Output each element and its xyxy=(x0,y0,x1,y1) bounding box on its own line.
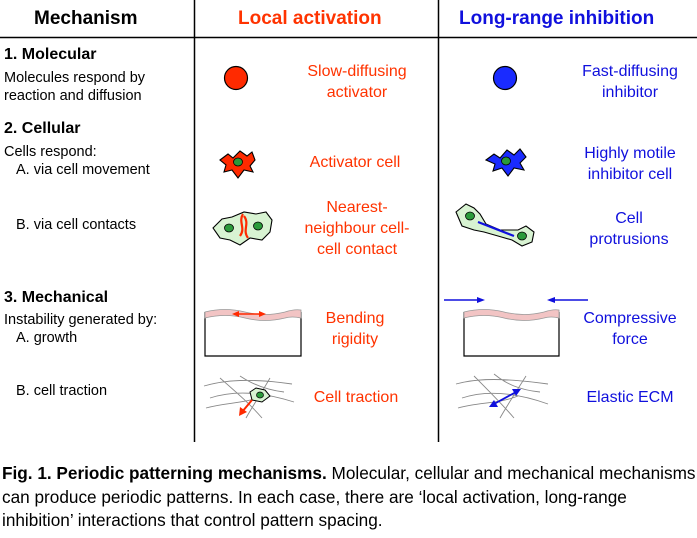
bending-rigidity-icon xyxy=(204,309,302,357)
label-line: rigidity xyxy=(331,331,379,348)
cellular-desc: Cells respond: xyxy=(4,144,97,160)
fast-diffusing-inhibitor-label: Fast-diffusing inhibitor xyxy=(555,61,697,103)
label-line: activator xyxy=(326,84,388,101)
molecular-desc-line1: Molecules respond by xyxy=(4,70,146,86)
slow-diffusing-activator-label: Slow-diffusing activator xyxy=(282,61,432,103)
compressive-force-icon xyxy=(444,297,588,357)
label-line: Nearest- xyxy=(326,199,388,216)
molecular-title: 1. Molecular xyxy=(4,46,97,63)
cellular-title: 2. Cellular xyxy=(4,120,81,137)
label-line: Slow-diffusing xyxy=(307,63,407,80)
label-line: inhibitor cell xyxy=(587,166,673,183)
elastic-ecm-label: Elastic ECM xyxy=(586,389,674,406)
header-local-activation: Local activation xyxy=(238,8,382,29)
highly-motile-inhibitor-cell-label: Highly motile inhibitor cell xyxy=(555,143,697,185)
contact-cells-icon xyxy=(212,211,273,246)
label-line: Compressive xyxy=(583,310,677,327)
mechanical-desc-a: A. growth xyxy=(16,330,78,346)
nearest-neighbour-contact-label: Nearest- neighbour cell- cell contact xyxy=(290,197,424,260)
cellular-desc-a: A. via cell movement xyxy=(16,162,150,178)
label-line: Bending xyxy=(325,310,385,327)
activator-molecule-icon xyxy=(223,65,249,91)
label-line: inhibitor xyxy=(601,84,659,101)
label-line: cell contact xyxy=(316,241,398,258)
header-mechanism: Mechanism xyxy=(34,8,138,29)
label-line: Cell xyxy=(615,210,643,227)
activator-cell-icon xyxy=(219,150,256,179)
label-line: Fast-diffusing xyxy=(582,63,678,80)
compressive-force-label: Compressive force xyxy=(570,308,690,350)
mechanical-desc-b: B. cell traction xyxy=(16,383,108,399)
activator-cell-label: Activator cell xyxy=(309,154,401,171)
elastic-ecm-icon xyxy=(455,373,549,419)
label-line: Highly motile xyxy=(584,145,676,162)
molecular-desc-line2: reaction and diffusion xyxy=(4,88,142,104)
bending-rigidity-label: Bending rigidity xyxy=(300,308,410,350)
caption-title: Fig. 1. Periodic patterning mechanisms. xyxy=(2,463,327,483)
cell-traction-label: Cell traction xyxy=(313,389,399,406)
mechanical-desc: Instability generated by: xyxy=(4,312,158,328)
inhibitor-cell-icon xyxy=(484,148,527,177)
mechanical-title: 3. Mechanical xyxy=(4,289,109,306)
header-long-range-inhibition: Long-range inhibition xyxy=(459,8,655,29)
cell-traction-icon xyxy=(203,375,295,419)
label-line: neighbour cell- xyxy=(304,220,410,237)
label-line: protrusions xyxy=(589,231,669,248)
protrusion-cells-icon xyxy=(455,203,535,247)
figure-caption: Fig. 1. Periodic patterning mechanisms. … xyxy=(2,462,697,533)
label-line: force xyxy=(612,331,648,348)
cellular-desc-b: B. via cell contacts xyxy=(16,217,137,233)
cell-protrusions-label: Cell protrusions xyxy=(574,208,684,250)
inhibitor-molecule-icon xyxy=(492,65,518,91)
caption-text: Molecular, cellular and mechanical mecha… xyxy=(2,463,696,530)
